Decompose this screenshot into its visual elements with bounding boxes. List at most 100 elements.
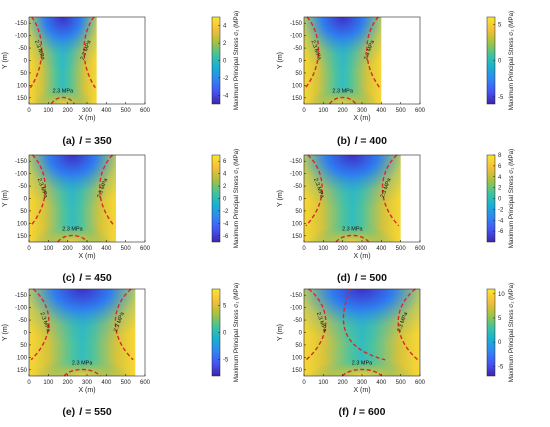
y-tick-label: -150: [290, 21, 303, 27]
y-tick-label: 150: [17, 96, 28, 102]
contour-label: 2.3 MPa: [352, 360, 373, 366]
contour-2.3-line: [305, 288, 327, 361]
colorbar-tick-label: 4: [498, 175, 502, 181]
x-tick-label: 500: [396, 380, 407, 386]
x-axis-label: X (m): [78, 387, 95, 394]
x-axis-label: X (m): [353, 387, 370, 394]
contour-2.3-line: [50, 96, 75, 105]
x-tick-label: 300: [82, 108, 93, 114]
colorbar-tick-label: 6: [498, 164, 502, 170]
x-tick-label: 0: [302, 246, 306, 252]
y-tick-label: 150: [17, 234, 28, 240]
y-tick-label: 150: [292, 234, 303, 240]
x-tick-label: 300: [357, 380, 368, 386]
colorbar-tick-label: 8: [498, 153, 502, 159]
colorbar-tick-label: 0: [498, 340, 502, 346]
x-tick-label: 100: [43, 380, 54, 386]
caption-variable: l: [353, 406, 357, 418]
caption-letter: (d): [337, 272, 350, 284]
y-tick-label: -150: [15, 293, 28, 299]
x-tick-label: 600: [140, 246, 151, 252]
colorbar-tick-label: 6: [223, 159, 227, 165]
y-axis-label: Y (m): [277, 190, 284, 207]
y-tick-label: 150: [292, 368, 303, 374]
y-tick-label: -100: [290, 34, 303, 40]
colorbar-tick-label: -5: [498, 364, 504, 370]
panel-caption: (e) l = 550: [62, 406, 111, 418]
colorbar-label: Maximum Principal Stress σ₁ (MPa): [508, 149, 515, 248]
caption-value: = 500: [360, 272, 387, 284]
colorbar-label: Maximum Principal Stress σ₁ (MPa): [508, 283, 515, 382]
y-tick-label: 0: [299, 197, 303, 203]
colorbar-tick-label: 0: [498, 197, 502, 203]
stress-field: [304, 155, 401, 242]
colorbar-tick-label: -4: [498, 218, 504, 224]
x-tick-label: 200: [63, 380, 74, 386]
x-tick-label: 400: [376, 246, 387, 252]
x-tick-label: 400: [376, 108, 387, 114]
y-tick-label: 100: [17, 221, 28, 227]
stress-field: [29, 155, 116, 242]
contour-2.3-line: [99, 154, 115, 227]
contour-2.3-line: [366, 16, 381, 89]
caption-value: = 450: [85, 272, 112, 284]
y-tick-label: 100: [292, 355, 303, 361]
colorbar-label: Maximum Principal Stress σ₁ (MPa): [233, 11, 240, 110]
contour-2.3-line: [341, 368, 383, 377]
x-tick-label: 300: [82, 380, 93, 386]
y-tick-label: -100: [290, 172, 303, 178]
x-tick-label: 300: [357, 246, 368, 252]
y-tick-label: 150: [292, 96, 303, 102]
contour-2.3-line: [30, 288, 50, 361]
y-tick-label: -150: [15, 21, 28, 27]
y-axis-label: Y (m): [2, 324, 9, 341]
caption-variable: l: [79, 406, 83, 418]
y-tick-label: 100: [17, 355, 28, 361]
caption-letter: (f): [339, 406, 350, 418]
y-tick-label: 100: [292, 83, 303, 89]
colorbar-tick-label: -6: [223, 234, 229, 240]
x-tick-label: 200: [63, 108, 74, 114]
panel-caption: (d) l = 500: [337, 272, 387, 284]
colorbar-tick-label: 4: [223, 24, 227, 30]
y-tick-label: -150: [290, 293, 303, 299]
x-axis-label: X (m): [78, 253, 95, 260]
y-tick-label: 0: [299, 59, 303, 65]
y-tick-label: -50: [293, 46, 302, 52]
contour-2.3-line: [342, 288, 386, 361]
contour-2.3-line: [63, 368, 101, 377]
contour-2.3-line: [335, 234, 370, 243]
colorbar-tick-label: 2: [223, 184, 227, 190]
y-tick-label: 50: [295, 71, 302, 77]
y-tick-label: 0: [24, 197, 28, 203]
y-tick-label: 150: [17, 368, 28, 374]
contour-2.3-line: [305, 154, 323, 227]
y-tick-label: -50: [18, 46, 27, 52]
caption-value: = 600: [359, 406, 386, 418]
x-tick-label: 0: [27, 380, 31, 386]
y-tick-label: 0: [24, 59, 28, 65]
colorbar-tick-label: -6: [498, 229, 504, 235]
x-tick-label: 500: [396, 108, 407, 114]
contour-label: 2.3 MPa: [53, 88, 74, 94]
y-tick-label: -50: [293, 318, 302, 324]
y-tick-label: -100: [15, 172, 28, 178]
colorbar-label: Maximum Principal Stress σ₁ (MPa): [233, 149, 240, 248]
colorbar-tick-label: 0: [223, 59, 227, 65]
y-tick-label: 100: [17, 83, 28, 89]
y-tick-label: -100: [15, 306, 28, 312]
x-tick-label: 0: [27, 246, 31, 252]
caption-variable: l: [354, 135, 358, 147]
colorbar-tick-label: -4: [223, 221, 229, 227]
x-tick-label: 200: [338, 108, 349, 114]
panel-caption: (c) l = 450: [62, 272, 111, 284]
x-tick-label: 600: [415, 246, 426, 252]
x-tick-label: 200: [338, 380, 349, 386]
colorbar-tick-label: 10: [498, 292, 505, 298]
contour-2.3-line: [30, 154, 46, 227]
x-tick-label: 400: [101, 108, 112, 114]
x-axis-label: X (m): [353, 253, 370, 260]
x-tick-label: 500: [121, 108, 132, 114]
